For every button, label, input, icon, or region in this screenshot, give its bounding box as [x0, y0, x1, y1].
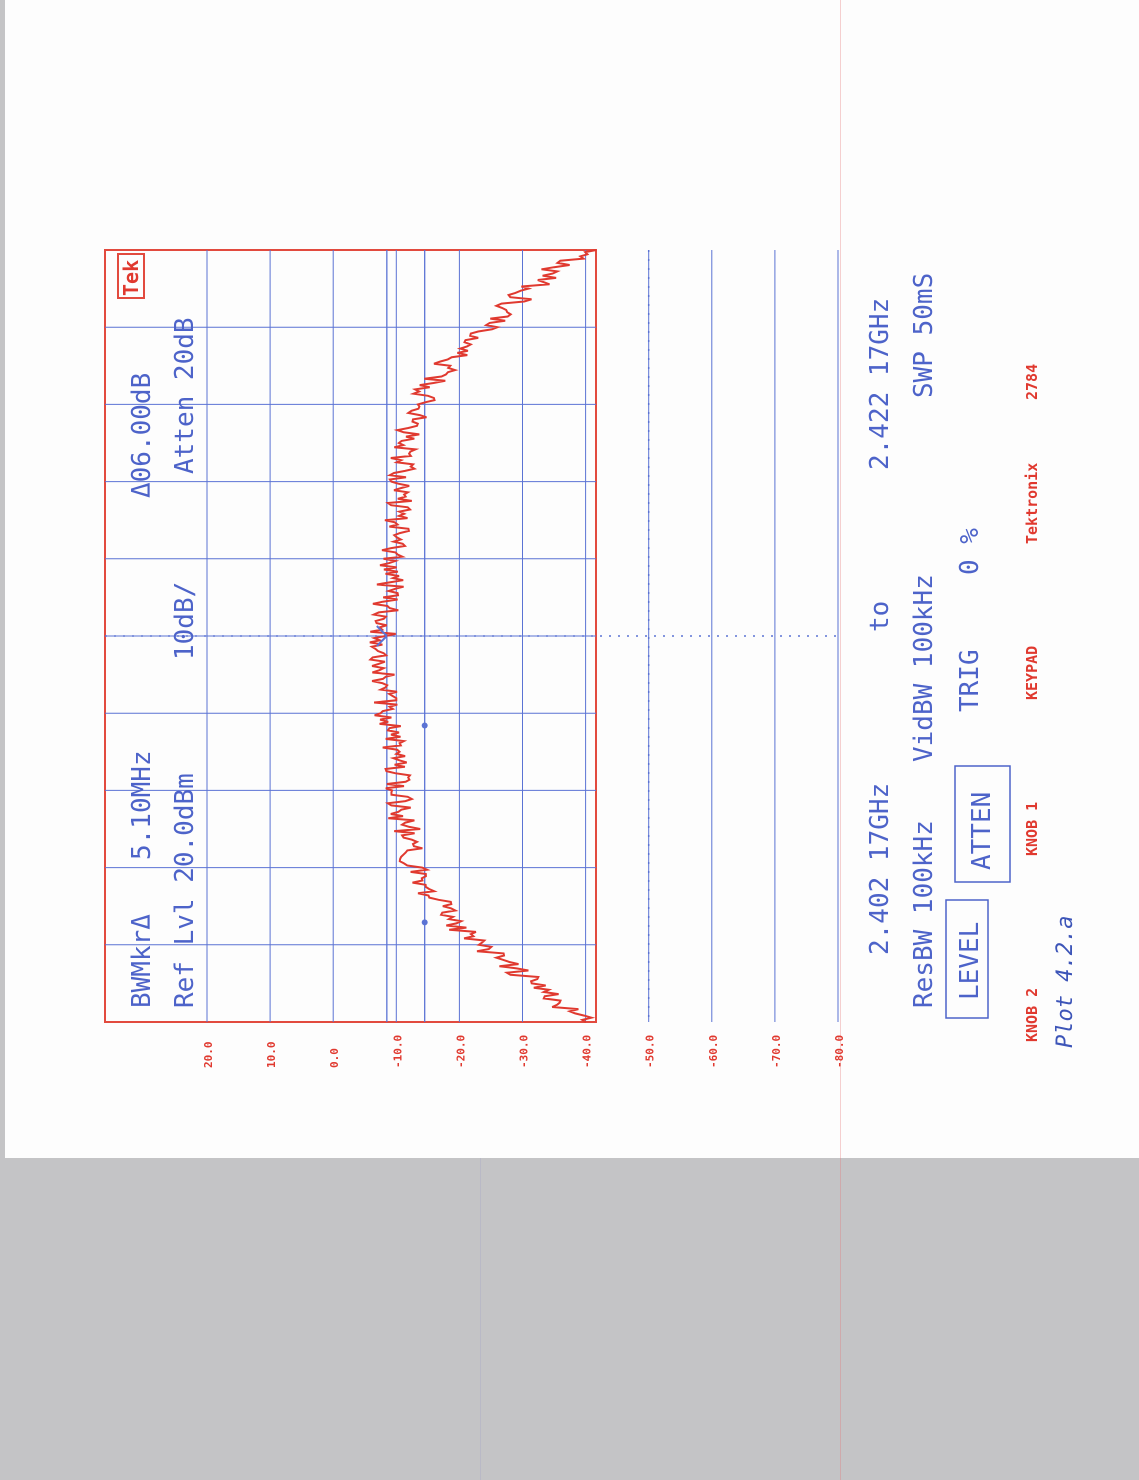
- y-tick-label: -30.0: [518, 1035, 531, 1068]
- y-tick-label: -50.0: [644, 1035, 657, 1068]
- y-tick-label: -10.0: [391, 1035, 404, 1068]
- reference-marker-stroke: [376, 635, 388, 647]
- knob1-label: KNOB 1: [1023, 802, 1041, 856]
- marker-frequency-label: 5.10MHz: [127, 750, 157, 860]
- y-tick-label: -40.0: [581, 1035, 594, 1068]
- ref-level-label: Ref Lvl 20.0dBm: [170, 773, 200, 1008]
- y-tick-label: -60.0: [707, 1035, 720, 1068]
- tek-logo: Tek: [117, 253, 145, 299]
- delta-label: Δ06.00dB: [127, 373, 157, 498]
- sweep-label: SWP 50mS: [909, 273, 939, 398]
- handwritten-note: Plot 4.2.a: [1053, 916, 1078, 1048]
- vid-bw-label: VidBW 100kHz: [909, 574, 939, 762]
- atten-label: Atten 20dB: [170, 317, 200, 474]
- delta-marker: [421, 722, 428, 729]
- scale-label: 10dB/: [170, 582, 200, 660]
- tek-logo-text: Tek: [119, 260, 143, 296]
- y-tick-label: 0.0: [328, 1048, 341, 1068]
- y-tick-label: -80.0: [833, 1035, 846, 1068]
- atten-softkey: [954, 765, 1011, 883]
- atten-softkey-label: ATTEN: [967, 792, 997, 870]
- graticule: [105, 250, 839, 1022]
- to-label: to: [865, 601, 895, 632]
- marker-mode-label: BWMkrΔ: [127, 914, 157, 1008]
- stop-frequency-label: 2.422 17GHz: [865, 298, 895, 470]
- trig-value-label: 0 %: [955, 528, 985, 575]
- printout-paper: [5, 0, 1139, 1158]
- y-tick-label: 20.0: [202, 1042, 215, 1069]
- keypad-label: KEYPAD: [1023, 646, 1041, 700]
- delta-marker: [421, 919, 428, 926]
- markers: [376, 625, 428, 926]
- spectrum-trace: [368, 249, 597, 1023]
- paper-streak: [840, 0, 841, 1480]
- y-tick-labels: 20.0 10.0 0.0 -10.0 -20.0 -30.0 -40.0 -50.0 -60.…: [202, 1035, 846, 1068]
- reference-marker: [376, 625, 388, 647]
- paper-streak-lower: [480, 1158, 481, 1480]
- level-softkey-label: LEVEL: [955, 922, 985, 1000]
- res-bw-label: ResBW 100kHz: [909, 820, 939, 1008]
- y-tick-label: 10.0: [265, 1042, 278, 1069]
- knob2-label: KNOB 2: [1023, 988, 1041, 1042]
- level-softkey: [945, 899, 989, 1019]
- maker-label: Tektronix: [1023, 463, 1041, 544]
- model-label: 2784: [1023, 364, 1041, 400]
- reference-marker-stroke: [376, 625, 388, 637]
- y-tick-label: -20.0: [454, 1035, 467, 1068]
- start-frequency-label: 2.402 17GHz: [865, 783, 895, 955]
- trig-label: TRIG: [955, 649, 985, 712]
- y-tick-label: -70.0: [770, 1035, 783, 1068]
